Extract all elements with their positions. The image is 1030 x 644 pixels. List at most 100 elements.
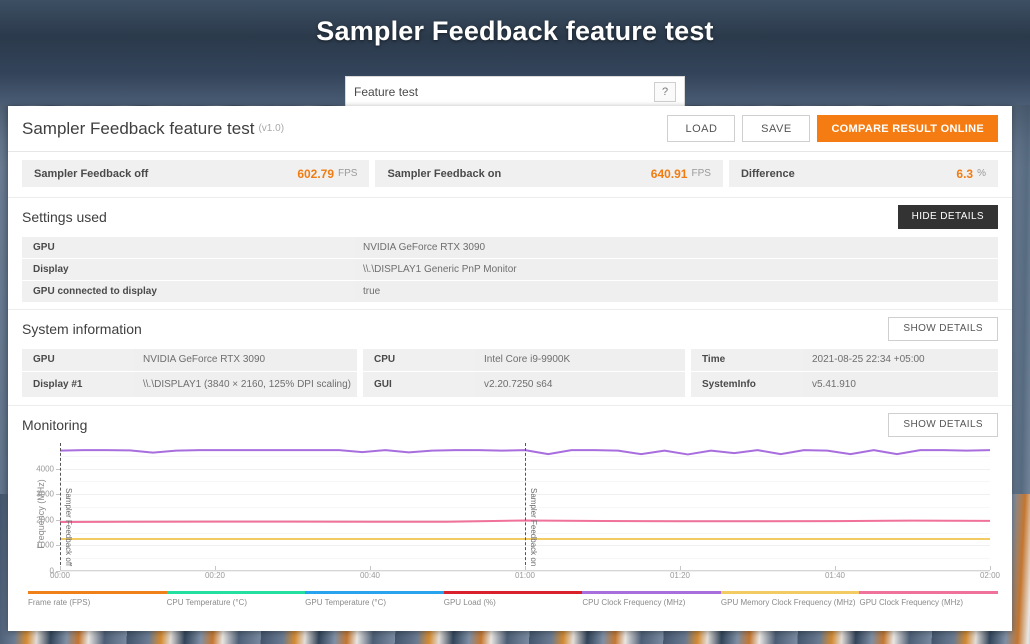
- feature-test-tab-strip[interactable]: Feature test ?: [345, 76, 685, 106]
- row-value: \\.\DISPLAY1 Generic PnP Monitor: [355, 259, 998, 280]
- y-axis-tick-label: 4000: [36, 464, 54, 474]
- score-unit: FPS: [338, 168, 358, 179]
- sysinfo-column-2: CPU Intel Core i9-9900K GUI v2.20.7250 s…: [363, 349, 685, 397]
- row-value: \\.\DISPLAY1 (3840 × 2160, 125% DPI scal…: [134, 372, 357, 397]
- legend-item[interactable]: CPU Temperature (°C): [166, 591, 306, 607]
- score-label: Difference: [740, 167, 795, 180]
- x-axis-tick-mark: [369, 566, 371, 570]
- legend-label: Frame rate (FPS): [28, 598, 91, 607]
- legend-item[interactable]: GPU Temperature (°C): [305, 591, 444, 607]
- legend-color-swatch: [443, 591, 583, 594]
- x-axis-tick-label: 00:00: [50, 566, 70, 580]
- legend-label: CPU Clock Frequency (MHz): [582, 598, 686, 607]
- help-icon[interactable]: ?: [654, 81, 676, 102]
- x-axis-tick-mark: [525, 566, 526, 570]
- score-value: 640.91: [650, 166, 688, 181]
- sysinfo-column-3: Time 2021-08-25 22:34 +05:00 SystemInfo …: [691, 349, 998, 397]
- show-details-button-monitoring[interactable]: SHOW DETAILS: [888, 412, 998, 437]
- settings-used-title: Settings used: [22, 208, 107, 225]
- table-row: Time 2021-08-25 22:34 +05:00: [691, 349, 998, 371]
- row-key: GPU connected to display: [33, 286, 157, 297]
- settings-used-table: GPU NVIDIA GeForce RTX 3090 Display \\.\…: [8, 235, 1012, 309]
- tab-feature-test[interactable]: Feature test: [354, 84, 419, 99]
- hide-details-button-settings[interactable]: HIDE DETAILS: [897, 204, 998, 229]
- legend-label: GPU Clock Frequency (MHz): [859, 598, 964, 607]
- page-title: Sampler Feedback feature test: [316, 16, 714, 46]
- load-button[interactable]: LOAD: [667, 115, 736, 142]
- row-value: NVIDIA GeForce RTX 3090: [355, 237, 998, 258]
- x-axis-tick-mark: [214, 566, 216, 570]
- legend-color-swatch: [166, 591, 306, 594]
- y-axis-tick-mark: [56, 519, 60, 521]
- score-strip: Sampler Feedback off 602.79 FPS Sampler …: [8, 152, 1012, 197]
- table-row: GUI v2.20.7250 s64: [363, 372, 685, 397]
- legend-item[interactable]: GPU Load (%): [443, 591, 583, 607]
- gridline: [60, 571, 990, 572]
- row-key: Display #1: [33, 379, 83, 390]
- legend-item[interactable]: Frame rate (FPS): [28, 591, 167, 607]
- sysinfo-column-1: GPU NVIDIA GeForce RTX 3090 Display #1 \…: [22, 349, 357, 397]
- chart-annotation-label: Sampler Feedback off: [64, 487, 73, 566]
- row-key: Time: [702, 354, 726, 365]
- monitoring-chart: Frequency (MHz) 0 1000 2000 3000 4000 Sample…: [8, 443, 1012, 585]
- score-unit: FPS: [691, 168, 711, 179]
- table-row: Display \\.\DISPLAY1 Generic PnP Monitor: [22, 259, 998, 280]
- x-axis-tick-mark: [990, 566, 991, 570]
- chart-plot-area: 0 1000 2000 3000 4000 Sampler Feedback off Sa…: [36, 443, 990, 576]
- x-axis-tick-label: 01:00: [515, 566, 535, 580]
- x-axis: 00:00 00:20 00:40 01:00 01:20 01:40 02:00: [50, 566, 1000, 585]
- x-axis-tick-mark: [60, 566, 61, 570]
- legend-label: GPU Temperature (°C): [305, 598, 387, 607]
- legend-item[interactable]: CPU Clock Frequency (MHz): [582, 591, 721, 607]
- system-information-title: System information: [22, 320, 142, 337]
- x-axis-tick-label: 00:20: [205, 566, 225, 580]
- show-details-button-system-info[interactable]: SHOW DETAILS: [888, 316, 998, 341]
- compare-result-online-button[interactable]: COMPARE RESULT ONLINE: [817, 115, 998, 142]
- row-key: GUI: [374, 379, 392, 390]
- score-label: Sampler Feedback on: [387, 167, 502, 180]
- table-row: CPU Intel Core i9-9900K: [363, 349, 685, 371]
- x-axis-tick-label: 01:20: [670, 566, 690, 580]
- chart-annotation-line: Sampler Feedback off: [60, 443, 73, 570]
- row-value: v5.41.910: [803, 372, 998, 397]
- legend-item[interactable]: GPU Clock Frequency (MHz): [859, 591, 999, 607]
- panel-header: Sampler Feedback feature test (v1.0) LOA…: [8, 106, 1012, 152]
- y-axis-tick-mark: [56, 468, 60, 470]
- table-row: Display #1 \\.\DISPLAY1 (3840 × 2160, 12…: [22, 372, 357, 397]
- score-unit: %: [977, 168, 986, 179]
- system-information-header: System information SHOW DETAILS: [8, 309, 1012, 347]
- legend-item[interactable]: GPU Memory Clock Frequency (MHz): [720, 591, 860, 607]
- chart-annotation-label: Sampler Feedback on: [529, 487, 538, 566]
- y-axis-tick-mark: [56, 545, 60, 547]
- y-axis-tick-mark: [56, 571, 60, 572]
- y-axis-tick-label: 2000: [36, 515, 54, 525]
- settings-used-header: Settings used HIDE DETAILS: [8, 197, 1012, 235]
- legend-color-swatch: [859, 591, 999, 594]
- row-key: SystemInfo: [702, 379, 756, 390]
- row-value: NVIDIA GeForce RTX 3090: [134, 349, 357, 371]
- table-row: GPU NVIDIA GeForce RTX 3090: [22, 237, 998, 258]
- score-label: Sampler Feedback off: [34, 167, 149, 180]
- x-axis-tick-label: 00:40: [360, 566, 380, 580]
- save-button[interactable]: SAVE: [742, 115, 811, 142]
- result-version: (v1.0): [258, 123, 285, 134]
- chart-legend: Frame rate (FPS) CPU Temperature (°C) GPU …: [8, 585, 1012, 615]
- score-sampler-feedback-off: Sampler Feedback off 602.79 FPS: [22, 160, 370, 187]
- row-value: true: [355, 281, 998, 302]
- row-key: GPU: [33, 354, 55, 365]
- row-value: 2021-08-25 22:34 +05:00: [803, 349, 998, 371]
- table-row: SystemInfo v5.41.910: [691, 372, 998, 397]
- score-sampler-feedback-on: Sampler Feedback on 640.91 FPS: [375, 160, 723, 187]
- monitoring-title: Monitoring: [22, 416, 88, 433]
- legend-color-swatch: [582, 591, 721, 594]
- result-title: Sampler Feedback feature test: [22, 118, 255, 138]
- legend-label: GPU Load (%): [443, 598, 496, 607]
- result-panel: Sampler Feedback feature test (v1.0) LOA…: [8, 106, 1012, 631]
- score-value: 602.79: [297, 166, 335, 181]
- y-axis-tick-label: 0: [49, 566, 54, 576]
- y-axis-tick-label: 1000: [36, 540, 54, 550]
- y-axis-tick-mark: [56, 494, 60, 496]
- system-information-table: GPU NVIDIA GeForce RTX 3090 Display #1 \…: [8, 347, 1012, 405]
- x-axis-tick-label: 02:00: [980, 566, 1000, 580]
- chart-annotation-line: Sampler Feedback on: [525, 443, 538, 570]
